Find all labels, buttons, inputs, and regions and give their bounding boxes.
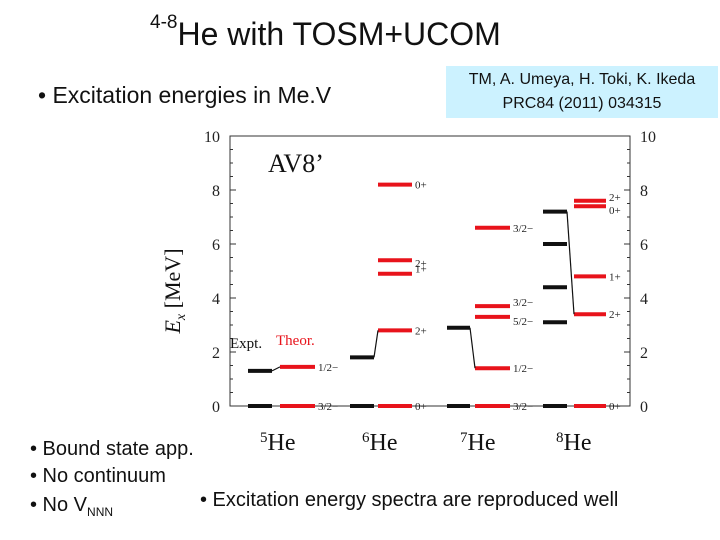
spin-label-6He: 1+ xyxy=(415,264,427,276)
level-connector-8He xyxy=(566,211,575,315)
y-tick-label-right: 6 xyxy=(640,237,648,254)
y-tick-label-right: 10 xyxy=(640,129,656,146)
y-tick-label-left: 2 xyxy=(212,345,220,362)
nucleus-label-5He: 5He xyxy=(260,430,295,456)
y-axis-label: Ex [MeV] xyxy=(160,248,189,334)
y-tick-label-right: 2 xyxy=(640,345,648,362)
spin-label-7He: 3/2− xyxy=(513,297,533,309)
title-text: He with TOSM+UCOM xyxy=(177,16,501,52)
y-tick-label-left: 6 xyxy=(212,237,220,254)
spin-label-5He: 1/2− xyxy=(318,362,338,374)
bullet-no-vnnn-text: • No V xyxy=(30,494,88,516)
legend-expt: Expt. xyxy=(230,336,262,352)
legend-theor: Theor. xyxy=(276,333,315,349)
spin-label-8He: 2+ xyxy=(609,309,621,321)
y-tick-label-left: 4 xyxy=(212,291,220,308)
spin-label-8He: 0+ xyxy=(609,401,621,413)
y-tick-label-right: 4 xyxy=(640,291,648,308)
bullet-no-vnnn-sub: NNN xyxy=(87,505,114,519)
spin-label-6He: 0+ xyxy=(415,180,427,192)
bullet-bound-state: • Bound state app. xyxy=(30,438,194,460)
level-connector-5He xyxy=(271,366,281,372)
spin-label-5He: 3/2− xyxy=(318,401,338,413)
y-tick-label-left: 0 xyxy=(212,399,220,416)
slide-title: 4-8He with TOSM+UCOM xyxy=(150,12,501,53)
spin-label-8He: 0+ xyxy=(609,205,621,217)
nucleus-label-7He: 7He xyxy=(460,430,495,456)
nucleus-label-8He: 8He xyxy=(556,430,591,456)
spin-label-7He: 5/2− xyxy=(513,316,533,328)
spin-label-6He: 2+ xyxy=(415,325,427,337)
spin-label-6He: 2+ xyxy=(415,258,427,270)
spin-label-6He: 0+ xyxy=(415,401,427,413)
level-connector-7He xyxy=(469,327,476,369)
title-mass-number: 4-8 xyxy=(150,12,178,33)
spin-label-7He: 3/2− xyxy=(513,223,533,235)
bullet-no-vnnn: • No VNNN xyxy=(30,494,113,519)
y-tick-label-left: 8 xyxy=(212,183,220,200)
reference-box: TM, A. Umeya, H. Toki, K. Ikeda PRC84 (2… xyxy=(446,66,718,118)
y-tick-label-left: 10 xyxy=(204,129,220,146)
bullet-excitation-energies: • Excitation energies in Me.V xyxy=(38,82,332,108)
nucleus-label-6He: 6He xyxy=(362,430,397,456)
bullet-no-continuum: • No continuum xyxy=(30,465,166,487)
spin-label-7He: 1/2− xyxy=(513,363,533,375)
level-scheme-chart: 0 0 2 2 4 4 6 6 8 8 10 10 Ex [MeV] AV8’ Expt. Theor. 3/2… xyxy=(160,129,656,456)
reference-authors: TM, A. Umeya, H. Toki, K. Ikeda xyxy=(468,71,696,88)
conclusion-text: • Excitation energy spectra are reproduc… xyxy=(200,489,619,511)
spin-label-8He: 1+ xyxy=(609,271,621,283)
level-connector-6He xyxy=(373,330,379,358)
reference-journal: PRC84 (2011) 034315 xyxy=(502,95,662,112)
y-tick-label-right: 8 xyxy=(640,183,648,200)
y-tick-label-right: 0 xyxy=(640,399,648,416)
spin-label-8He: 2+ xyxy=(609,192,621,204)
chart-title: AV8’ xyxy=(268,149,324,178)
spin-label-7He: 3/2− xyxy=(513,401,533,413)
